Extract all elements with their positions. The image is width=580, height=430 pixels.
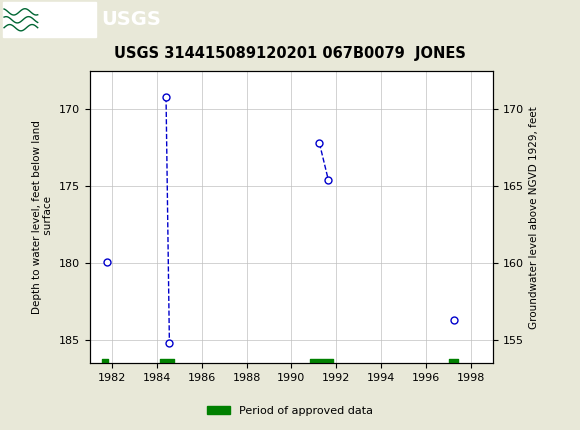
- Legend: Period of approved data: Period of approved data: [203, 401, 377, 420]
- Text: USGS 314415089120201 067B0079  JONES: USGS 314415089120201 067B0079 JONES: [114, 46, 466, 61]
- Y-axis label: Groundwater level above NGVD 1929, feet: Groundwater level above NGVD 1929, feet: [530, 106, 539, 329]
- Y-axis label: Depth to water level, feet below land
 surface: Depth to water level, feet below land su…: [32, 120, 53, 314]
- FancyBboxPatch shape: [3, 3, 96, 37]
- Text: USGS: USGS: [102, 10, 161, 29]
